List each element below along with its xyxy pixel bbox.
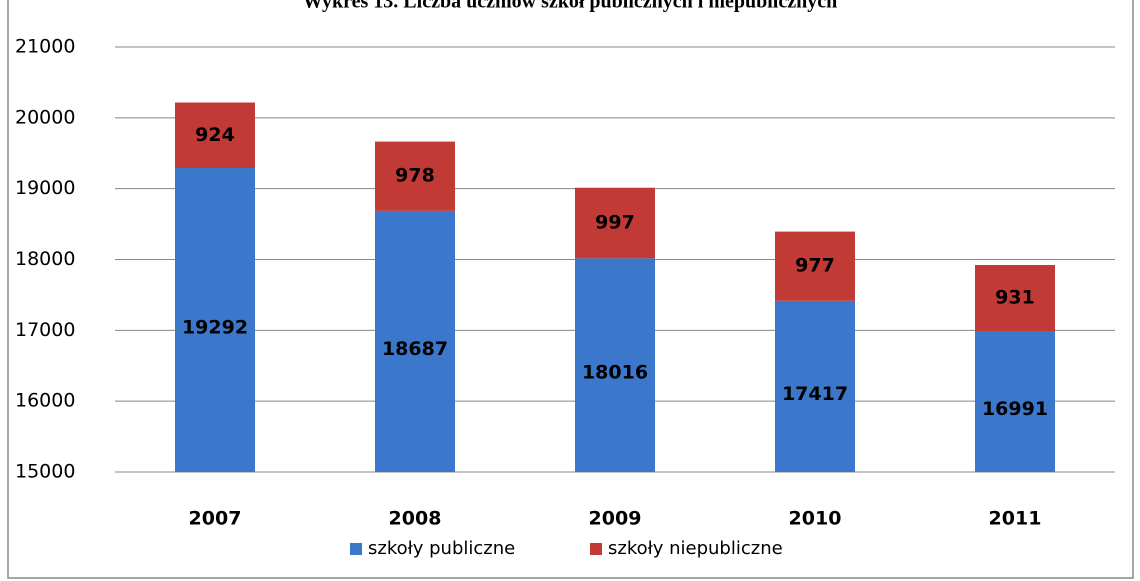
data-label: 924 xyxy=(195,124,235,146)
x-tick-label: 2010 xyxy=(789,508,842,530)
y-tick-label: 18000 xyxy=(15,248,75,270)
bar-segment xyxy=(175,102,255,168)
legend-label: szkoły publiczne xyxy=(368,538,515,559)
data-label: 16991 xyxy=(982,398,1048,420)
y-tick-label: 17000 xyxy=(15,319,75,341)
data-label: 931 xyxy=(995,286,1035,308)
data-label: 977 xyxy=(795,255,835,277)
bar-segment xyxy=(575,258,655,472)
y-tick-label: 20000 xyxy=(15,106,75,128)
x-tick-label: 2011 xyxy=(989,508,1042,530)
bar-segment xyxy=(775,231,855,301)
chart-title: Wykres 13. Liczba uczniów szkół publiczn… xyxy=(303,0,838,13)
bar-segment xyxy=(375,141,455,211)
bar-segment xyxy=(975,330,1055,472)
y-tick-label: 19000 xyxy=(15,177,75,199)
frame xyxy=(7,0,1134,579)
y-tick-label: 21000 xyxy=(15,36,75,58)
y-tick-label: 16000 xyxy=(15,390,75,412)
bar-segment xyxy=(175,167,255,472)
x-tick-label: 2007 xyxy=(189,508,242,530)
data-label: 17417 xyxy=(782,383,848,405)
legend-label: szkoły niepubliczne xyxy=(608,538,783,559)
legend-swatch xyxy=(350,543,362,555)
x-tick-label: 2009 xyxy=(589,508,642,530)
data-label: 18687 xyxy=(382,338,448,360)
x-tick-label: 2008 xyxy=(389,508,442,530)
bar-segment xyxy=(375,210,455,472)
data-label: 978 xyxy=(395,165,435,187)
bar-segment xyxy=(975,265,1055,331)
bar-segment xyxy=(775,300,855,472)
data-label: 19292 xyxy=(182,316,248,338)
data-label: 18016 xyxy=(582,362,648,384)
legend-swatch xyxy=(590,543,602,555)
data-label: 997 xyxy=(595,212,635,234)
y-tick-label: 15000 xyxy=(15,461,75,483)
bar-segment xyxy=(575,187,655,259)
